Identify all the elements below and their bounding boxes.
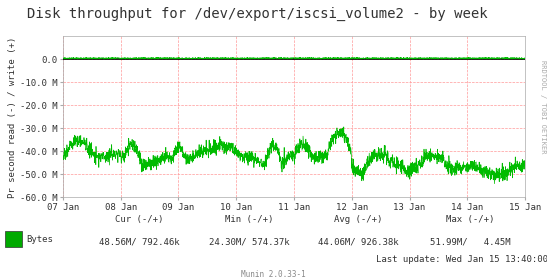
Text: RRDTOOL / TOBI OETIKER: RRDTOOL / TOBI OETIKER [540,60,546,153]
Text: Cur (-/+): Cur (-/+) [115,215,164,224]
Text: Avg (-/+): Avg (-/+) [334,215,382,224]
Y-axis label: Pr second read (-) / write (+): Pr second read (-) / write (+) [8,36,17,197]
Text: Max (-/+): Max (-/+) [446,215,494,224]
Text: Last update: Wed Jan 15 13:40:00 2025: Last update: Wed Jan 15 13:40:00 2025 [376,255,547,263]
Text: Disk throughput for /dev/export/iscsi_volume2 - by week: Disk throughput for /dev/export/iscsi_vo… [27,7,487,21]
Text: Min (-/+): Min (-/+) [225,215,273,224]
Text: 44.06M/ 926.38k: 44.06M/ 926.38k [318,238,399,247]
Text: 51.99M/   4.45M: 51.99M/ 4.45M [430,238,511,247]
Text: 48.56M/ 792.46k: 48.56M/ 792.46k [99,238,180,247]
Text: Bytes: Bytes [26,235,53,244]
Text: Munin 2.0.33-1: Munin 2.0.33-1 [241,270,306,279]
Text: 24.30M/ 574.37k: 24.30M/ 574.37k [208,238,289,247]
